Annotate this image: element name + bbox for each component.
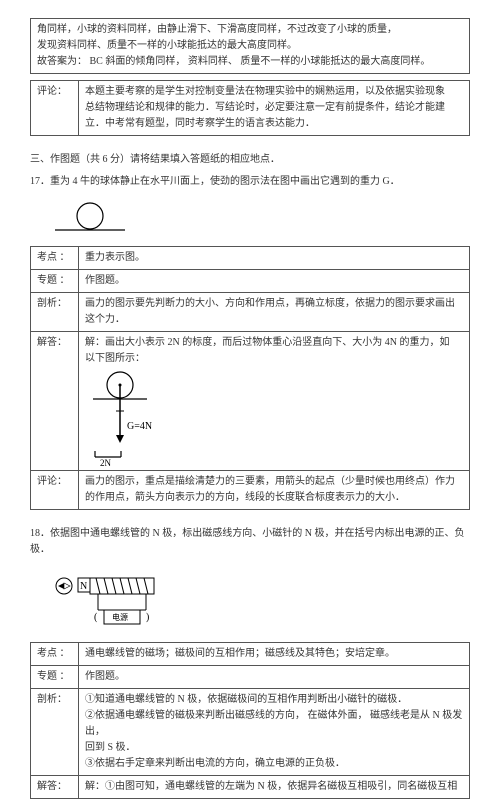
scale-label: 2N (100, 458, 112, 467)
t2-r3-text: ①知道通电螺线管的 N 极，依据磁极间的互相作用判断出小磁针的磁极． ②依据通电… (79, 689, 470, 776)
circle-on-line-icon (50, 196, 130, 238)
t1-r4-label: 解答： (31, 332, 79, 471)
comment-text: 本题主要考察的是学生对控制变量法在物理实验中的娴熟运用，以及依据实验现象 总结物… (79, 81, 470, 136)
intro-line-3: 故答案为： BC 斜面的倾角同样， 资料同样、 质量不一样的小球能抵达的最大高度… (37, 54, 463, 70)
analysis-table-2: 考点 ： 通电螺线管的磁场；磁极间的互相作用；磁感线及其特色；安培定章。 专题 … (30, 642, 470, 799)
t2-r3-label: 剖析： (31, 689, 79, 776)
t2-r4-label: 解答： (31, 776, 79, 799)
t1-r2-label: 专题 ： (31, 270, 79, 293)
t1-r5-text: 画力的图示，重点是描绘清楚力的三要素，用箭头的起点（少量时候也用终点）作力的作用… (79, 471, 470, 510)
section-3-title: 三、作图题（共 6 分）请将结果填入答题纸的相应地点． (30, 152, 470, 168)
t1-r5-label: 评论： (31, 471, 79, 510)
t1-r3-text: 画力的图示要先判断力的大小、方向和作用点，再确立标度，依据力的图示要求画出这个力… (79, 293, 470, 332)
t1-r3-label: 剖析： (31, 293, 79, 332)
g-label: G=4N (127, 421, 152, 432)
force-diagram-icon: G=4N 2N (85, 367, 175, 467)
intro-box: 角同样，小球的资料同样，由静止滑下、下滑高度同样，不过改变了小球的质量， 发现资… (30, 18, 470, 74)
t2-r2-label: 专题 ： (31, 666, 79, 689)
t2-r1-label: 考点 ： (31, 643, 79, 666)
t2-r4-text: 解：①由图可知，通电螺线管的左端为 N 极，依据异名磁极互相吸引，同名磁极互相 (79, 776, 470, 799)
intro-line-2: 发现资料同样、质量不一样的小球能抵达的最大高度同样。 (37, 38, 463, 54)
solenoid-icon: N 电源 ( ) (50, 564, 200, 634)
q18-text: 18．依据图中通电螺线管的 N 极，标出磁感线方向、小磁针的 N 极，并在括号内… (30, 526, 470, 558)
q18-figure: N 电源 ( ) (50, 564, 470, 634)
t1-r2-text: 作图题。 (79, 270, 470, 293)
svg-text:): ) (146, 612, 149, 623)
q17-figure (50, 196, 470, 238)
analysis-table-1: 考点 ： 重力表示图。 专题 ： 作图题。 剖析： 画力的图示要先判断力的大小、… (30, 246, 470, 510)
source-label: 电源 (112, 612, 128, 622)
svg-text:(: ( (94, 612, 98, 623)
t1-r1-label: 考点 ： (31, 247, 79, 270)
t2-r1-text: 通电螺线管的磁场；磁极间的互相作用；磁感线及其特色；安培定章。 (79, 643, 470, 666)
comment-table-1: 评论： 本题主要考察的是学生对控制变量法在物理实验中的娴熟运用，以及依据实验现象… (30, 80, 470, 136)
t1-r1-text: 重力表示图。 (79, 247, 470, 270)
q17-text: 17．重为 4 牛的球体静止在水平川面上，使劲的图示法在图中画出它遇到的重力 G… (30, 174, 470, 190)
comment-label: 评论： (31, 81, 79, 136)
intro-line-1: 角同样，小球的资料同样，由静止滑下、下滑高度同样，不过改变了小球的质量， (37, 22, 463, 38)
n-label: N (80, 581, 87, 592)
t1-r4-text: 解：画出大小表示 2N 的标度，而后过物体重心沿竖直向下、大小为 4N 的重力，… (79, 332, 470, 471)
t2-r2-text: 作图题。 (79, 666, 470, 689)
